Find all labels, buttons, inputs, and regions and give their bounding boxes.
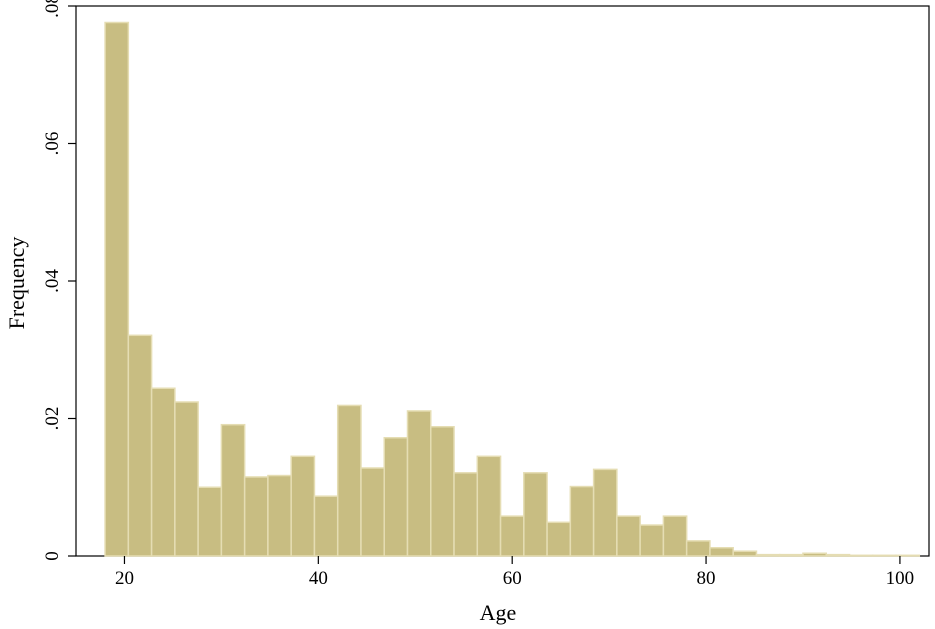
histogram-bar (848, 554, 874, 557)
histogram-bar (313, 495, 339, 557)
x-tick-label: 20 (115, 568, 134, 589)
histogram-bar (872, 554, 897, 557)
histogram-bar (592, 468, 618, 557)
histogram-bar (569, 485, 595, 557)
histogram-bar (755, 553, 781, 557)
histogram-bar (616, 515, 641, 557)
histogram-bar (336, 404, 362, 557)
histogram-bar (732, 550, 758, 557)
histogram-bar (895, 554, 921, 557)
histogram-bar (220, 423, 246, 557)
histogram-bar (267, 474, 292, 557)
histogram-bar (778, 553, 804, 557)
plot-frame (75, 5, 930, 557)
histogram-bar (150, 387, 176, 557)
histogram-bar (546, 521, 572, 557)
x-tick-label: 40 (309, 568, 328, 589)
histogram-bar (197, 486, 223, 557)
x-axis-title: Age (480, 600, 517, 625)
histogram-bar (476, 455, 502, 557)
histogram-bar (430, 426, 455, 557)
histogram-bar (662, 515, 688, 557)
histogram-bar (709, 547, 734, 557)
histogram-bar (825, 553, 851, 557)
y-tick-label: 0 (42, 551, 63, 561)
x-tick-label: 60 (503, 568, 522, 589)
y-tick-label: .04 (42, 269, 63, 293)
y-axis-title: Frequency (4, 237, 29, 330)
histogram-bar (685, 540, 711, 557)
y-tick-label: .02 (42, 407, 63, 431)
y-axis-ticks: 0 .02 .04 .06 .08 (42, 0, 76, 561)
x-axis-ticks: 20 40 60 80 100 (115, 556, 914, 589)
y-tick-label: .08 (42, 0, 63, 18)
histogram-bar (639, 524, 665, 557)
histogram-bar (127, 334, 153, 557)
histogram-bar (174, 401, 199, 557)
histogram-bar (499, 515, 525, 557)
histogram-bar (523, 472, 548, 557)
y-tick-label: .06 (42, 132, 63, 156)
histogram-bar (802, 552, 827, 557)
histogram-bar (104, 21, 130, 557)
histogram-bar (243, 476, 269, 557)
x-tick-label: 100 (886, 568, 915, 589)
histogram-bar (383, 437, 409, 557)
histogram-bar (290, 455, 316, 557)
x-tick-label: 80 (697, 568, 716, 589)
histogram-bar (406, 410, 432, 557)
histogram-bar (453, 472, 479, 557)
bars-group (104, 21, 921, 557)
histogram-bar (360, 467, 385, 557)
